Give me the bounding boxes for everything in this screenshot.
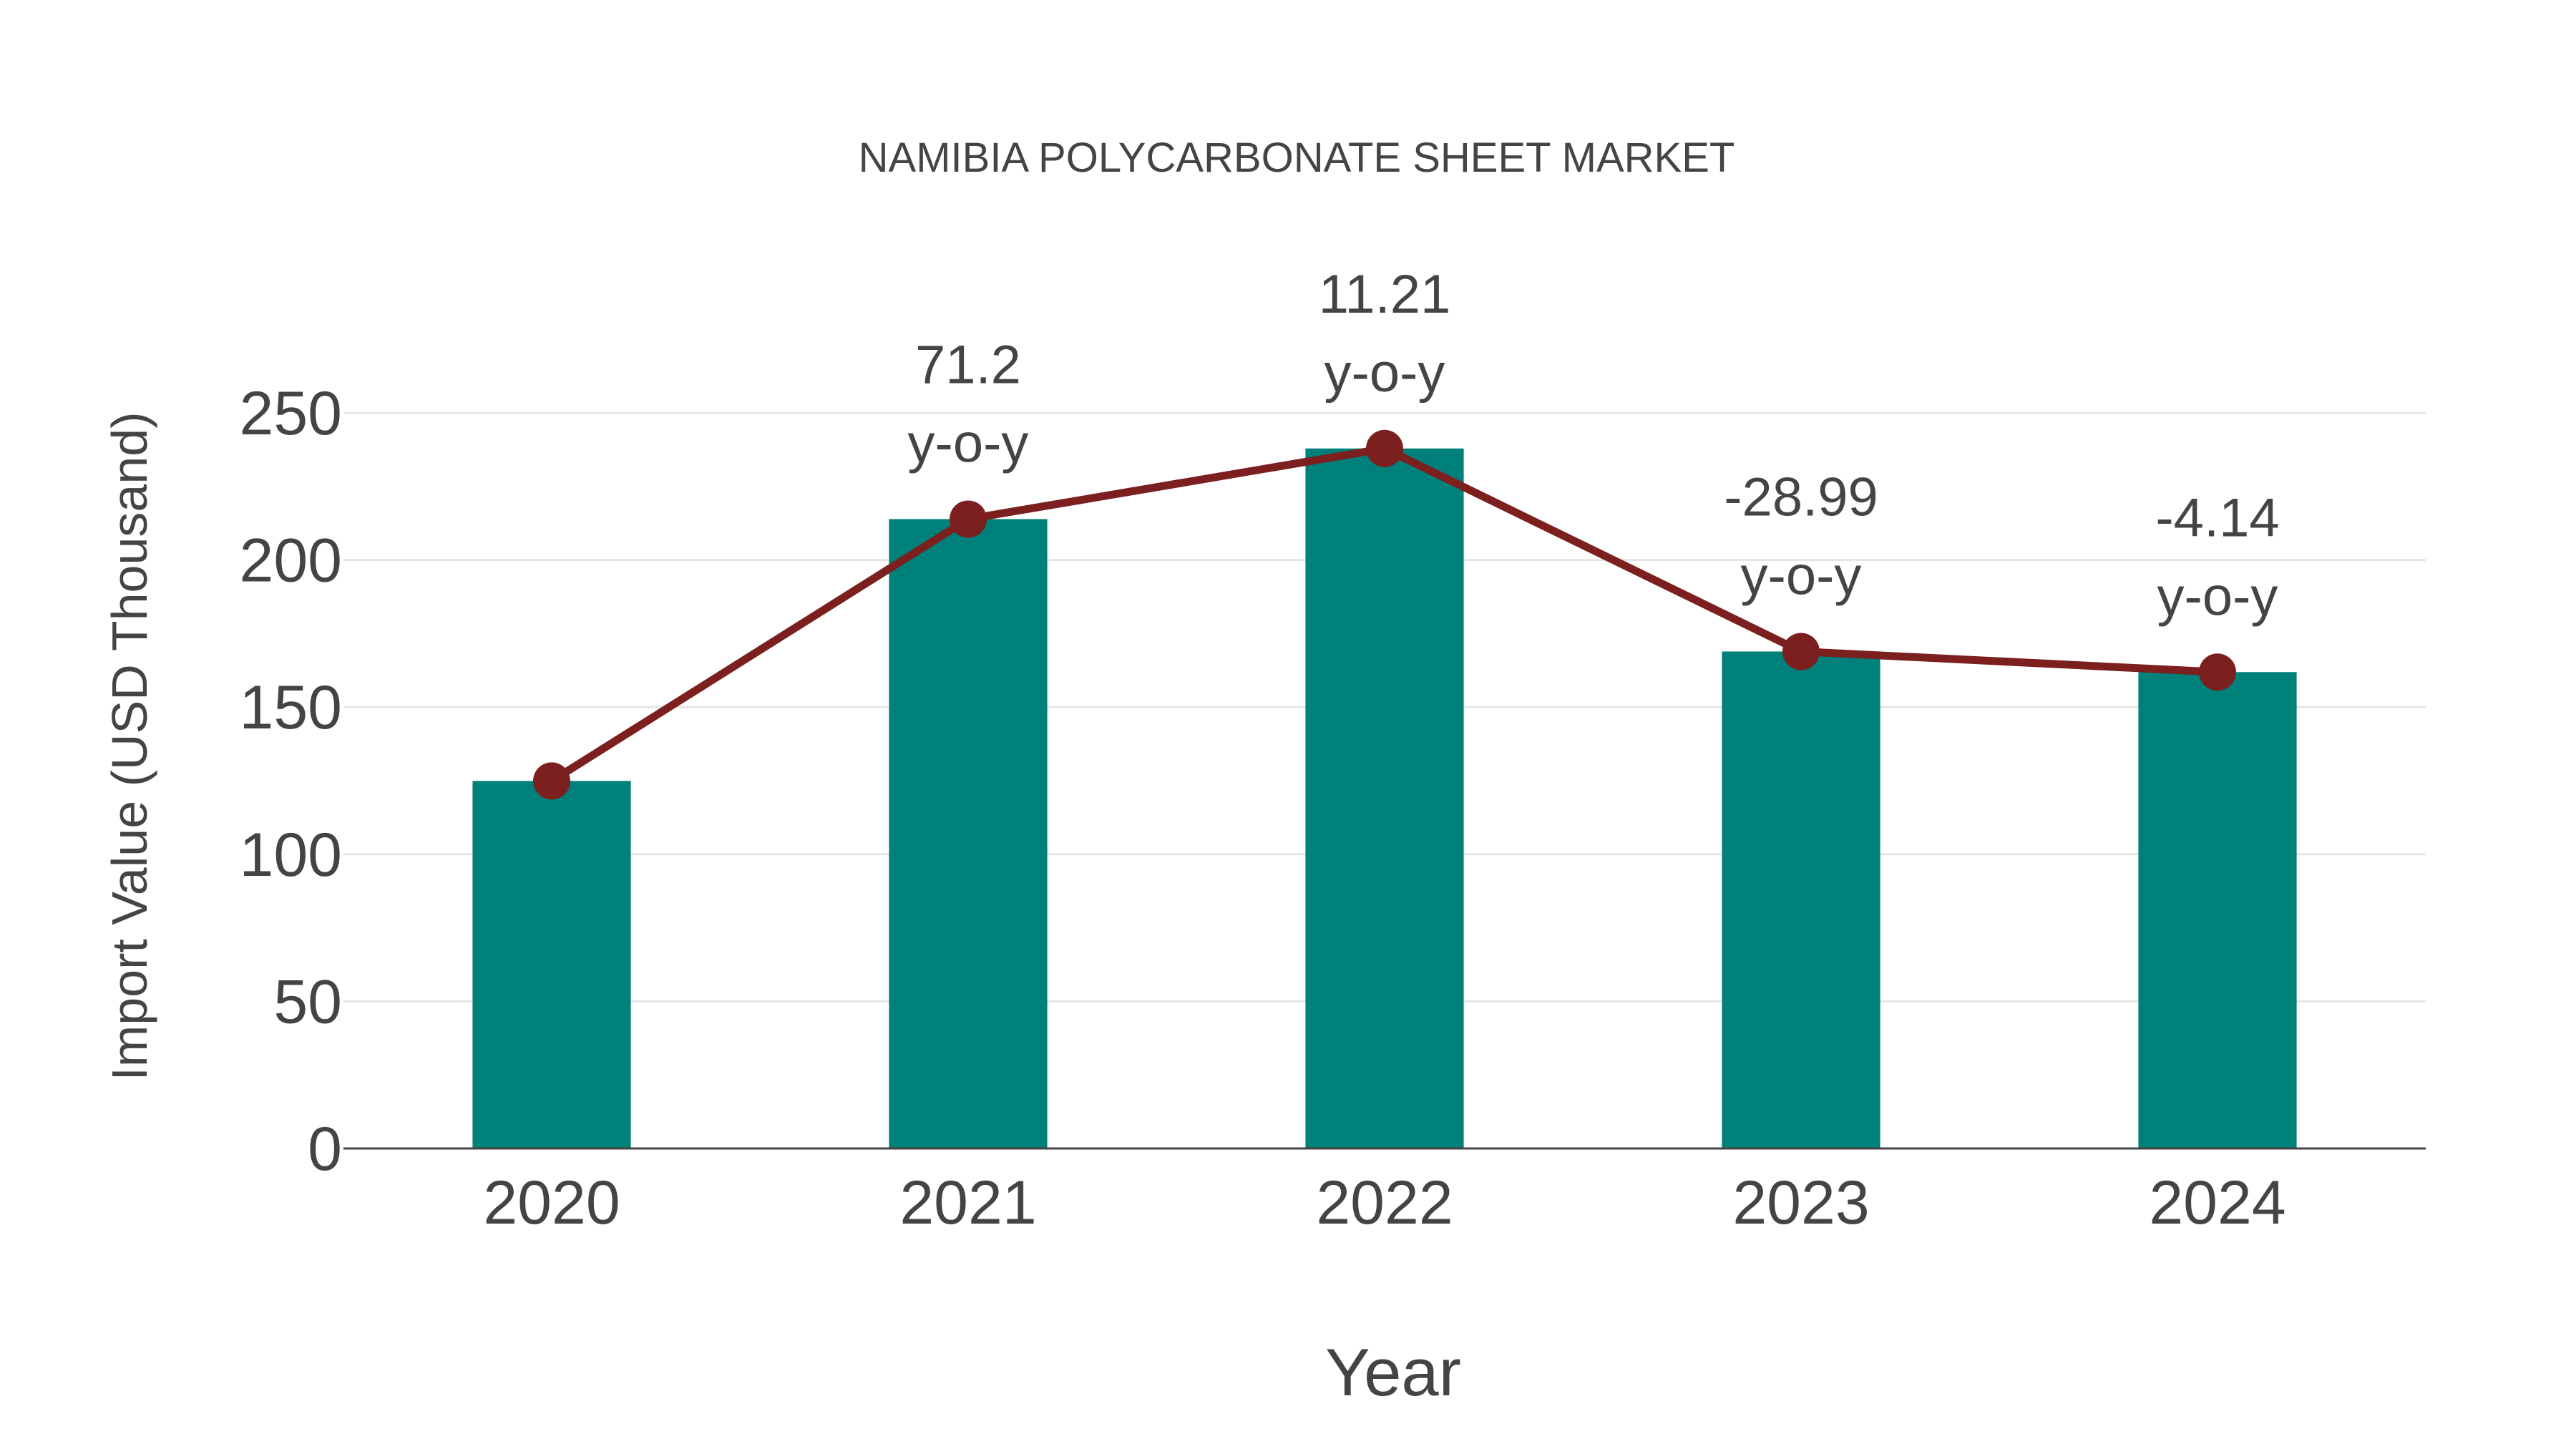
- bar-2024: [2138, 672, 2297, 1148]
- yoy-value: 71.2: [915, 334, 1021, 395]
- bar-2020: [472, 781, 631, 1148]
- y-tick-label: 250: [240, 379, 343, 448]
- bar-2023: [1722, 651, 1880, 1148]
- trend-marker: [1366, 429, 1403, 467]
- yoy-label: y-o-y: [2157, 566, 2278, 627]
- trend-marker: [1782, 633, 1820, 670]
- y-axis-title: Import Value (USD Thousand): [102, 411, 157, 1080]
- yoy-label: y-o-y: [1324, 343, 1445, 404]
- yoy-label: y-o-y: [908, 413, 1029, 474]
- x-tick-label: 2020: [483, 1169, 620, 1237]
- trend-marker: [2199, 653, 2236, 691]
- x-tick-label: 2024: [2149, 1169, 2285, 1237]
- trend-marker: [950, 500, 987, 538]
- y-tick-label: 50: [273, 967, 342, 1036]
- chart-title: NAMIBIA POLYCARBONATE SHEET MARKET: [859, 135, 1735, 181]
- yoy-label: y-o-y: [1741, 545, 1862, 606]
- y-tick-label: 0: [308, 1115, 342, 1184]
- y-tick-label: 200: [240, 527, 343, 595]
- yoy-value: -4.14: [2155, 487, 2279, 548]
- x-tick-label: 2022: [1316, 1169, 1453, 1237]
- bar-2021: [889, 519, 1048, 1148]
- y-tick-label: 100: [240, 821, 343, 889]
- x-axis-title: Year: [1325, 1335, 1461, 1410]
- yoy-value: 11.21: [1319, 264, 1451, 325]
- x-tick-label: 2023: [1732, 1169, 1869, 1237]
- y-axis-ticks: 0 50 100 150 200 250: [240, 379, 343, 1184]
- line-series: [533, 429, 2236, 800]
- x-tick-label: 2021: [899, 1169, 1036, 1237]
- trend-marker: [533, 762, 570, 800]
- y-tick-label: 150: [240, 673, 343, 742]
- x-axis-ticks: 2020 2021 2022 2023 2024: [483, 1169, 2285, 1237]
- yoy-annotations: 71.2 y-o-y 11.21 y-o-y -28.99 y-o-y -4.14 y-o-y: [908, 264, 2280, 628]
- yoy-value: -28.99: [1724, 467, 1878, 527]
- bar-series: [472, 448, 2297, 1148]
- bar-2022: [1305, 448, 1464, 1148]
